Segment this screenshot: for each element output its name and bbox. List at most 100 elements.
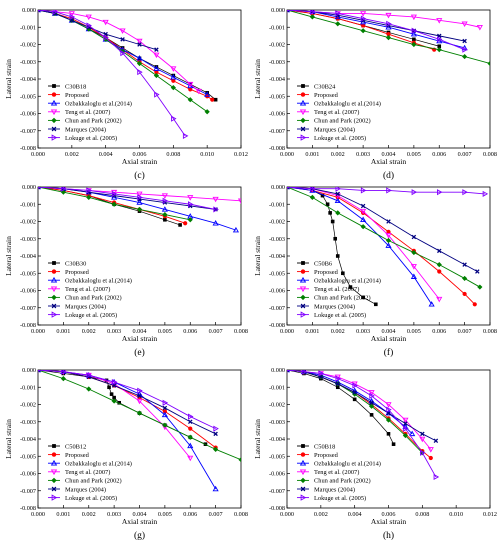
y-tick-label: -0.007 — [269, 128, 285, 135]
y-tick-label: -0.003 — [20, 236, 36, 243]
legend-label-spec: C30B30 — [65, 260, 86, 267]
y-tick-label: -0.002 — [20, 402, 36, 409]
y-tick-label: 0.000 — [22, 184, 36, 191]
data-point-marques — [213, 431, 218, 437]
data-point-lokuge — [386, 187, 392, 194]
data-point-chun — [368, 403, 375, 409]
data-point-lokuge — [86, 187, 92, 194]
data-point-teng — [368, 390, 375, 396]
legend-label-spec: C30B24 — [314, 83, 336, 90]
x-tick-label: 0.006 — [382, 511, 396, 518]
y-tick-label: -0.007 — [20, 305, 36, 312]
x-axis-label: Axial strain — [371, 334, 406, 343]
x-tick-label: 0.006 — [133, 151, 147, 158]
legend-marker-teng — [50, 469, 58, 476]
x-tick-label: 0.008 — [234, 511, 248, 518]
data-point-chun — [411, 249, 417, 256]
data-point-ozb — [136, 55, 143, 61]
x-tick-label: 0.005 — [407, 151, 421, 158]
data-point-chun — [335, 210, 341, 216]
panel-label: (e) — [134, 347, 145, 358]
data-point-lokuge — [137, 69, 143, 76]
data-point-marques — [360, 203, 366, 209]
data-point-marques — [335, 381, 341, 387]
data-point-teng — [153, 52, 160, 59]
data-point-proposed — [386, 32, 391, 37]
data-point-teng — [360, 208, 367, 215]
x-tick-label: 0.003 — [356, 151, 370, 158]
data-point-marques — [137, 42, 142, 47]
data-point-lokuge — [287, 187, 291, 189]
y-tick-label: -0.003 — [269, 236, 285, 243]
data-point-teng — [410, 14, 417, 21]
data-point-teng — [419, 436, 426, 443]
y-tick-label: -0.005 — [20, 270, 36, 277]
legend-marker-marques — [300, 303, 306, 309]
legend-marker-marques — [51, 303, 57, 309]
legend-label-lokuge: Lokuge et al. (2005) — [65, 495, 117, 502]
legend-label-teng: Teng et al. (2007) — [314, 109, 359, 116]
legend-label-lokuge: Lokuge et al. (2005) — [314, 135, 366, 142]
legend-label-chun: Chun and Park (2002) — [65, 295, 122, 302]
data-point-chun — [385, 417, 392, 423]
x-tick-label: 0.000 — [280, 328, 294, 335]
data-point-chun — [162, 212, 168, 218]
data-point-teng — [385, 233, 392, 239]
data-point-ozb — [385, 242, 392, 248]
x-tick-label: 0.004 — [382, 328, 396, 335]
y-tick-label: -0.001 — [269, 201, 285, 208]
y-tick-label: -0.004 — [269, 76, 285, 83]
data-point-lokuge — [335, 375, 341, 382]
data-point-teng — [436, 296, 443, 303]
x-axis-label: Axial strain — [122, 517, 157, 526]
data-point-lokuge — [369, 392, 375, 399]
y-tick-label: -0.008 — [20, 505, 36, 512]
series-group — [38, 187, 241, 233]
data-point-marques — [137, 393, 142, 399]
legend-marker-spec — [52, 261, 56, 265]
data-point-lokuge — [386, 406, 392, 413]
data-point-lokuge — [301, 370, 308, 375]
legend-label-proposed: Proposed — [314, 452, 339, 459]
legend-marker-chun — [51, 117, 57, 124]
x-tick-label: 0.007 — [209, 511, 223, 518]
y-tick-label: 0.000 — [22, 367, 36, 374]
panel-label: (c) — [134, 170, 145, 181]
x-tick-label: 0.012 — [234, 151, 248, 158]
y-tick-label: -0.005 — [269, 93, 285, 100]
data-point-chun — [162, 422, 168, 428]
legend-label-proposed: Proposed — [65, 269, 90, 276]
x-tick-label: 0.008 — [483, 328, 497, 335]
legend-marker-ozb — [50, 99, 58, 106]
data-point-teng — [436, 18, 443, 24]
legend-label-chun: Chun and Park (2002) — [314, 295, 371, 302]
y-axis-label: Lateral strain — [253, 419, 262, 459]
data-point-chun — [86, 386, 92, 392]
data-point-chun — [187, 434, 193, 440]
data-point-teng — [136, 38, 143, 45]
legend-marker-chun — [51, 477, 57, 484]
legend-marker-chun — [51, 294, 57, 301]
x-tick-label: 0.007 — [458, 328, 472, 335]
data-point-proposed — [361, 23, 366, 28]
data-point-lokuge — [411, 189, 418, 196]
x-tick-label: 0.005 — [158, 511, 172, 518]
data-point-teng — [461, 21, 468, 28]
data-point-proposed — [428, 455, 433, 461]
x-tick-label: 0.000 — [31, 511, 45, 518]
panel-label: (d) — [383, 170, 394, 181]
data-point-lokuge — [420, 449, 426, 456]
data-point-ozb — [410, 273, 417, 279]
x-tick-label: 0.000 — [280, 151, 294, 158]
data-point-chun — [60, 376, 66, 382]
data-point-teng — [385, 12, 392, 19]
legend-label-proposed: Proposed — [65, 452, 90, 459]
panel-5: 0.000 0.002 0.004 0.006 0.008 0.010 0.012 0.000… — [253, 367, 497, 541]
data-point-chun — [187, 217, 193, 223]
data-point-chun — [204, 109, 210, 115]
data-point-chun — [136, 206, 143, 213]
data-point-teng — [237, 198, 241, 205]
data-point-teng — [102, 19, 109, 26]
data-point-spec — [109, 392, 114, 396]
